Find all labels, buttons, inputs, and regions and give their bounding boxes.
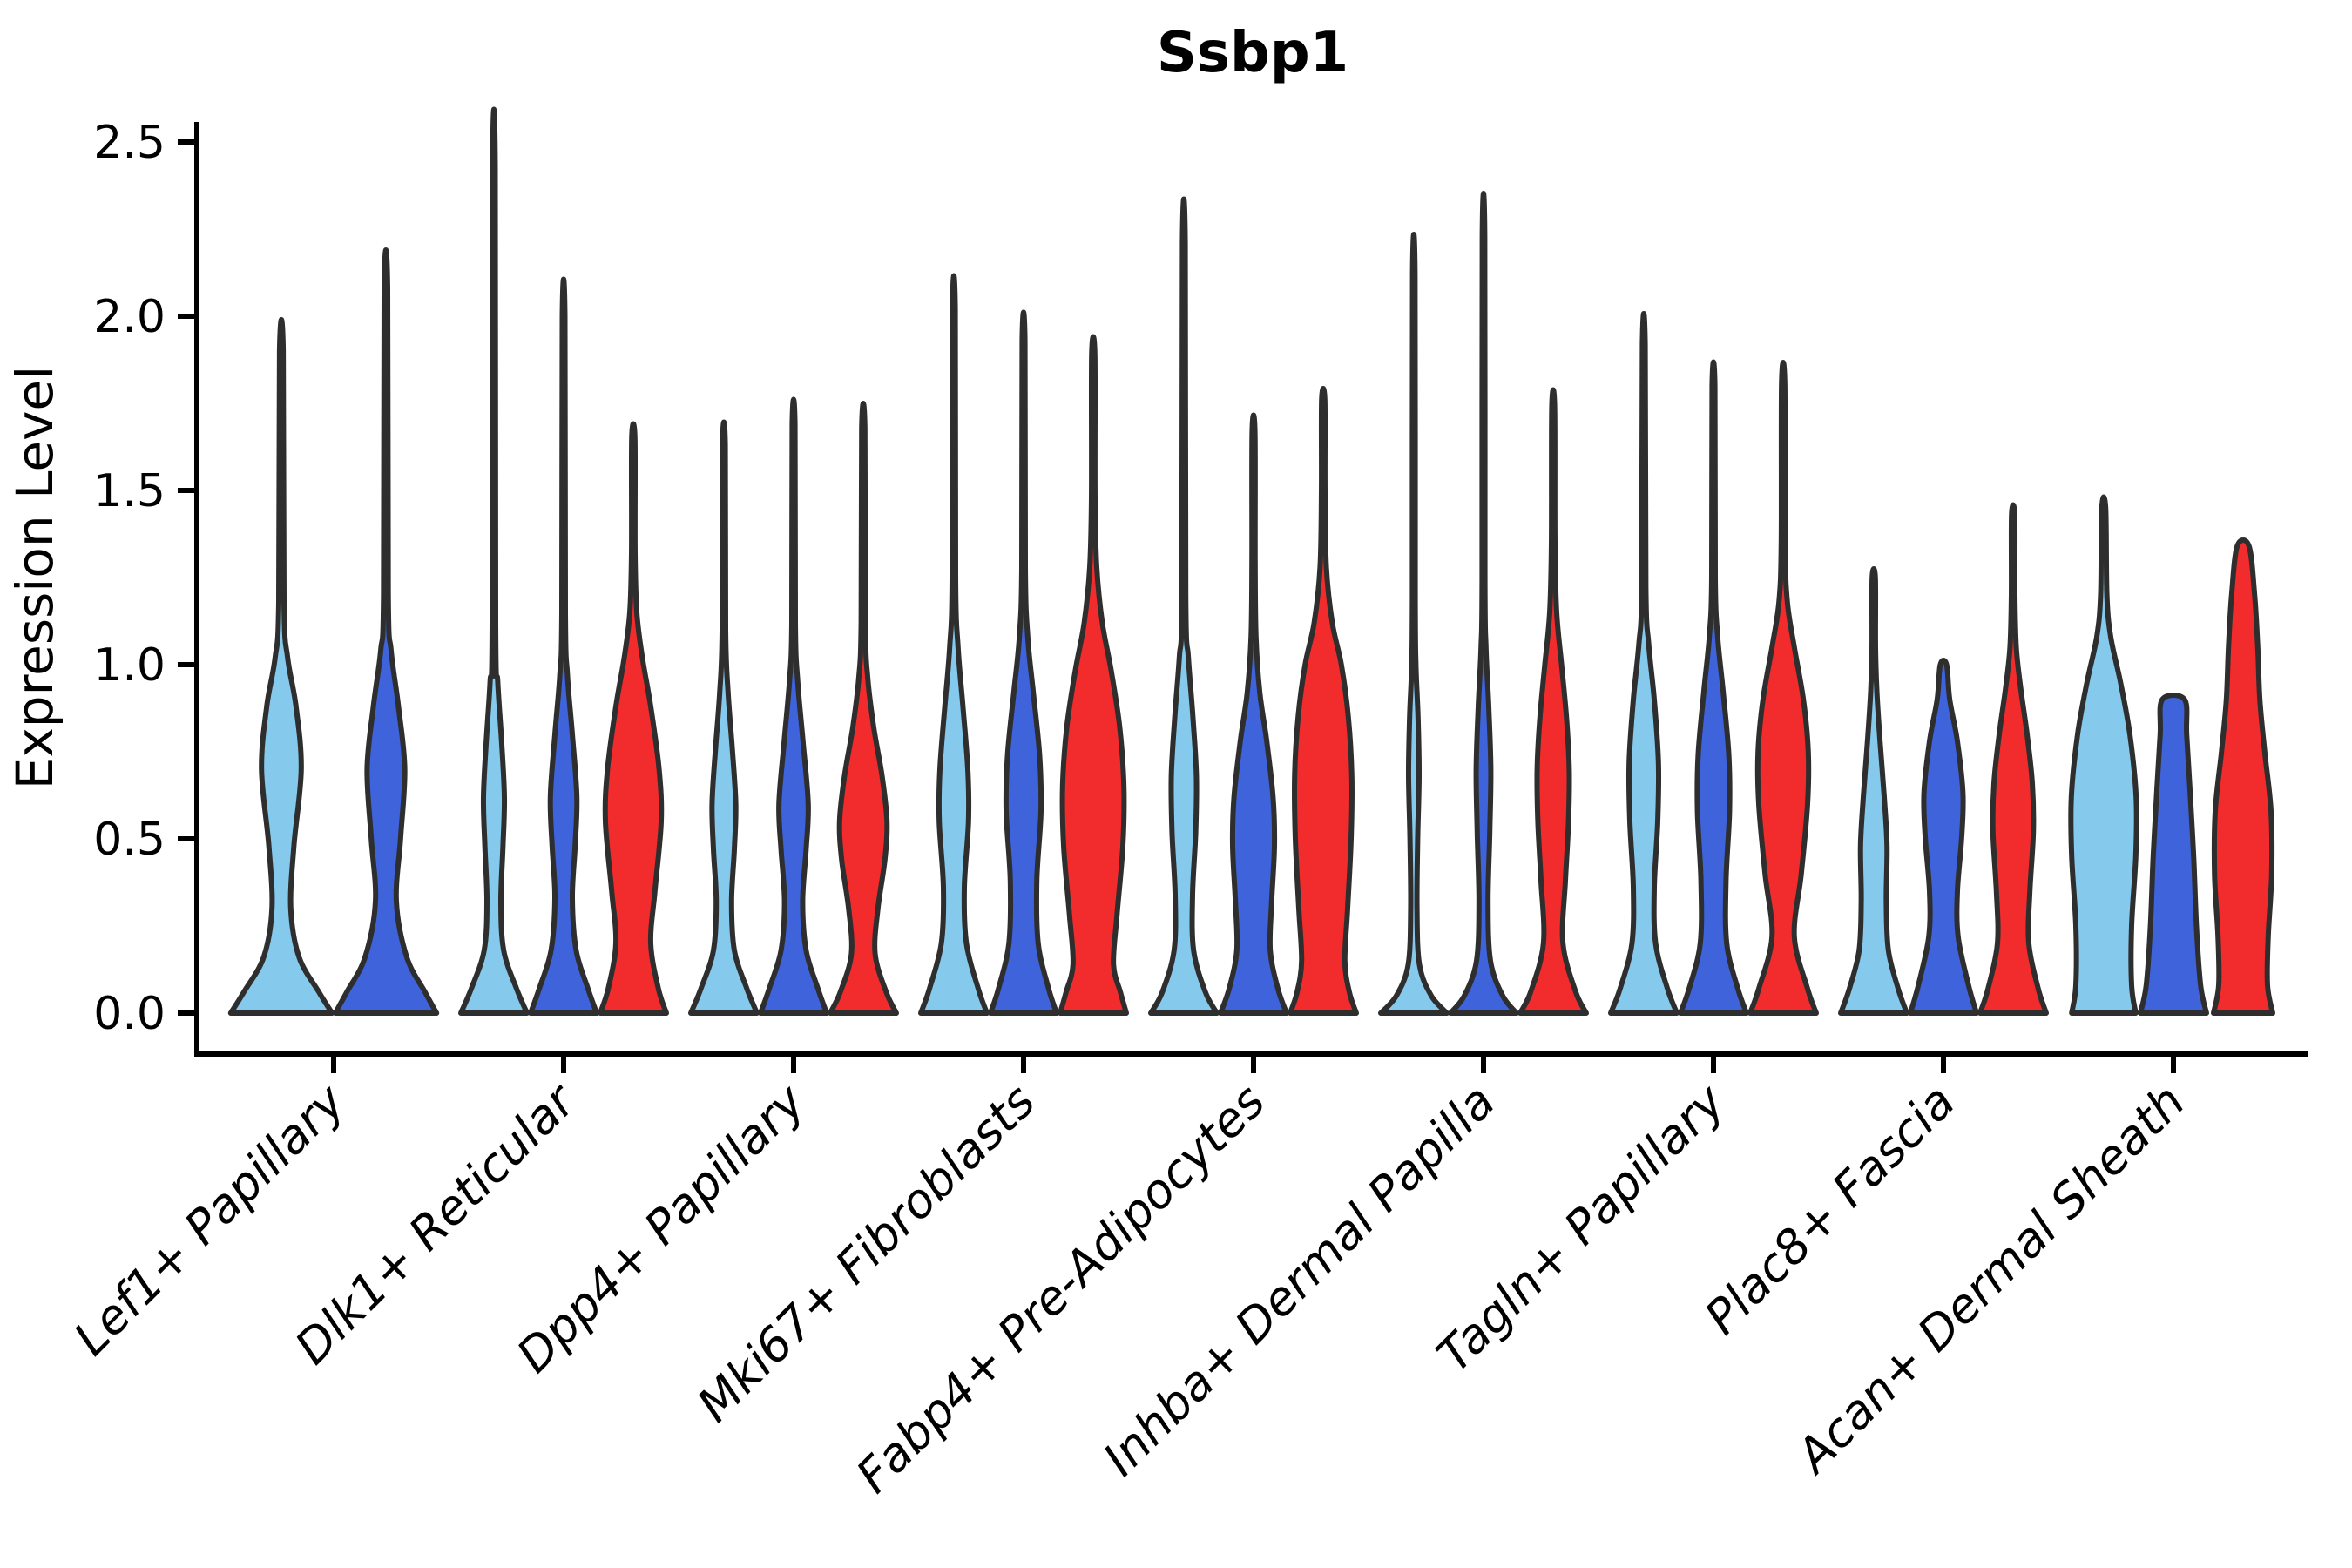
violin [758,396,829,1016]
violin [1977,502,2049,1016]
x-tick-label: Plac8+ Fascia [1694,1074,1965,1345]
violin-shapes [227,106,2275,1016]
y-tick-label: 1.5 [93,465,166,517]
violin [528,276,599,1016]
y-tick-label: 1.0 [93,639,166,692]
violin [598,421,669,1016]
violin [1448,191,1519,1016]
x-tick-label: Inhba+ Dermal Papilla [1092,1074,1505,1487]
violin [1378,232,1450,1016]
violin [918,273,990,1016]
violin [332,247,440,1016]
violin [1678,359,1749,1016]
y-tick-labels: 0.0 0.5 1.0 1.5 2.0 2.5 [93,117,166,1040]
y-axis-label: Expression Level [5,366,64,789]
y-tick-label: 2.5 [93,117,166,169]
violin [828,401,899,1016]
violin [1747,359,1819,1016]
violin [1608,310,1680,1016]
violin [688,419,760,1016]
violin [988,309,1059,1016]
y-tick-label: 2.0 [93,291,166,343]
violin [1908,658,1979,1016]
x-tick-label: Fabp4+ Pre-Adipocytes [846,1074,1275,1504]
violin [458,106,530,1016]
violin [1838,566,1909,1016]
chart-title: Ssbp1 [1157,21,1348,85]
violin [1058,334,1129,1016]
violin [2068,494,2139,1016]
violin [1148,196,1220,1016]
violin [227,317,335,1016]
violin [2138,692,2209,1016]
axes [178,122,2308,1073]
violin [1218,412,1289,1016]
violin [1288,386,1359,1016]
violin [1517,387,1589,1016]
y-tick-label: 0.0 [93,988,166,1040]
y-tick-label: 0.5 [93,814,166,866]
x-tick-label: Acan+ Dermal Sheath [1784,1074,2195,1485]
violin [2211,537,2275,1016]
